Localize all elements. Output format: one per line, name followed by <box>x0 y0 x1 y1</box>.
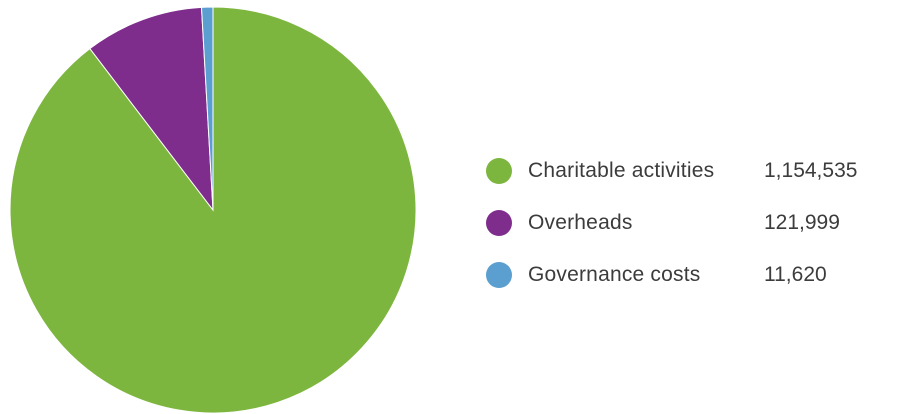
legend-label-governance-costs: Governance costs <box>528 263 701 286</box>
legend-swatch-overheads <box>486 210 512 236</box>
legend: Charitable activities 1,154,535 Overhead… <box>486 145 924 301</box>
legend-swatch-charitable-activities <box>486 158 512 184</box>
pie-slice-overheads <box>89 6 214 212</box>
legend-label-charitable-activities: Charitable activities <box>528 159 715 182</box>
legend-swatch-governance-costs <box>486 262 512 288</box>
pie-slices <box>9 6 417 414</box>
legend-item-governance-costs: Governance costs 11,620 <box>486 249 924 301</box>
pie-slice-governance-costs <box>200 6 214 211</box>
legend-item-overheads: Overheads 121,999 <box>486 197 924 249</box>
legend-value-charitable-activities: 1,154,535 <box>764 159 858 182</box>
legend-label-overheads: Overheads <box>528 211 633 234</box>
legend-value-governance-costs: 11,620 <box>764 263 827 286</box>
legend-value-overheads: 121,999 <box>764 211 840 234</box>
legend-item-charitable-activities: Charitable activities 1,154,535 <box>486 145 924 197</box>
